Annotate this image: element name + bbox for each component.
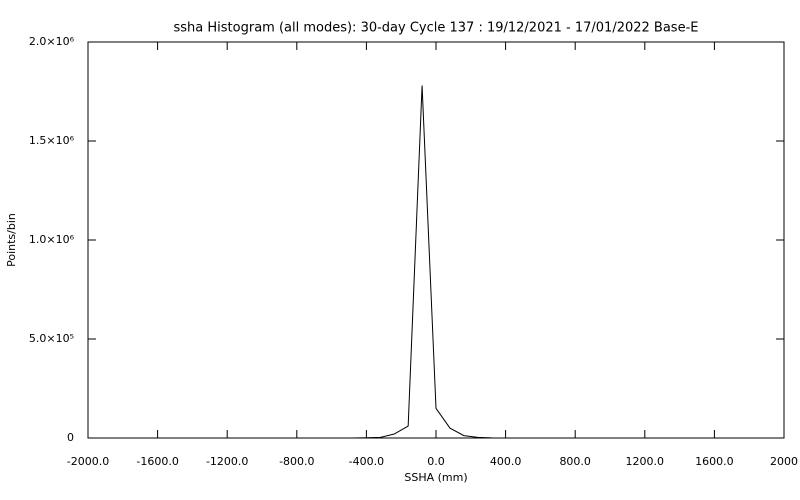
x-tick-label: -1200.0 xyxy=(206,455,248,468)
x-tick-label: 800.0 xyxy=(559,455,591,468)
x-tick-label: -400.0 xyxy=(349,455,384,468)
y-tick-label: 5.0×10⁵ xyxy=(29,332,74,345)
y-tick-label: 2.0×10⁶ xyxy=(29,35,75,48)
x-tick-label: 0.0 xyxy=(427,455,445,468)
plot-frame xyxy=(87,41,785,439)
y-tick-label: 0 xyxy=(67,431,74,444)
y-axis-label: Points/bin xyxy=(5,213,18,267)
x-axis-label: SSHA (mm) xyxy=(404,471,467,484)
x-tick-label: 400.0 xyxy=(490,455,522,468)
x-tick-label: 2000 xyxy=(770,455,798,468)
x-tick-label: -2000.0 xyxy=(67,455,109,468)
x-tick-label: -1600.0 xyxy=(136,455,178,468)
y-tick-label: 1.0×10⁶ xyxy=(29,233,75,246)
x-tick-label: 1200.0 xyxy=(626,455,665,468)
x-tick-label: 1600.0 xyxy=(695,455,734,468)
x-tick-label: -800.0 xyxy=(279,455,314,468)
y-tick-label: 1.5×10⁶ xyxy=(29,134,75,147)
chart-title: ssha Histogram (all modes): 30-day Cycle… xyxy=(174,21,699,36)
histogram-line xyxy=(352,85,492,439)
